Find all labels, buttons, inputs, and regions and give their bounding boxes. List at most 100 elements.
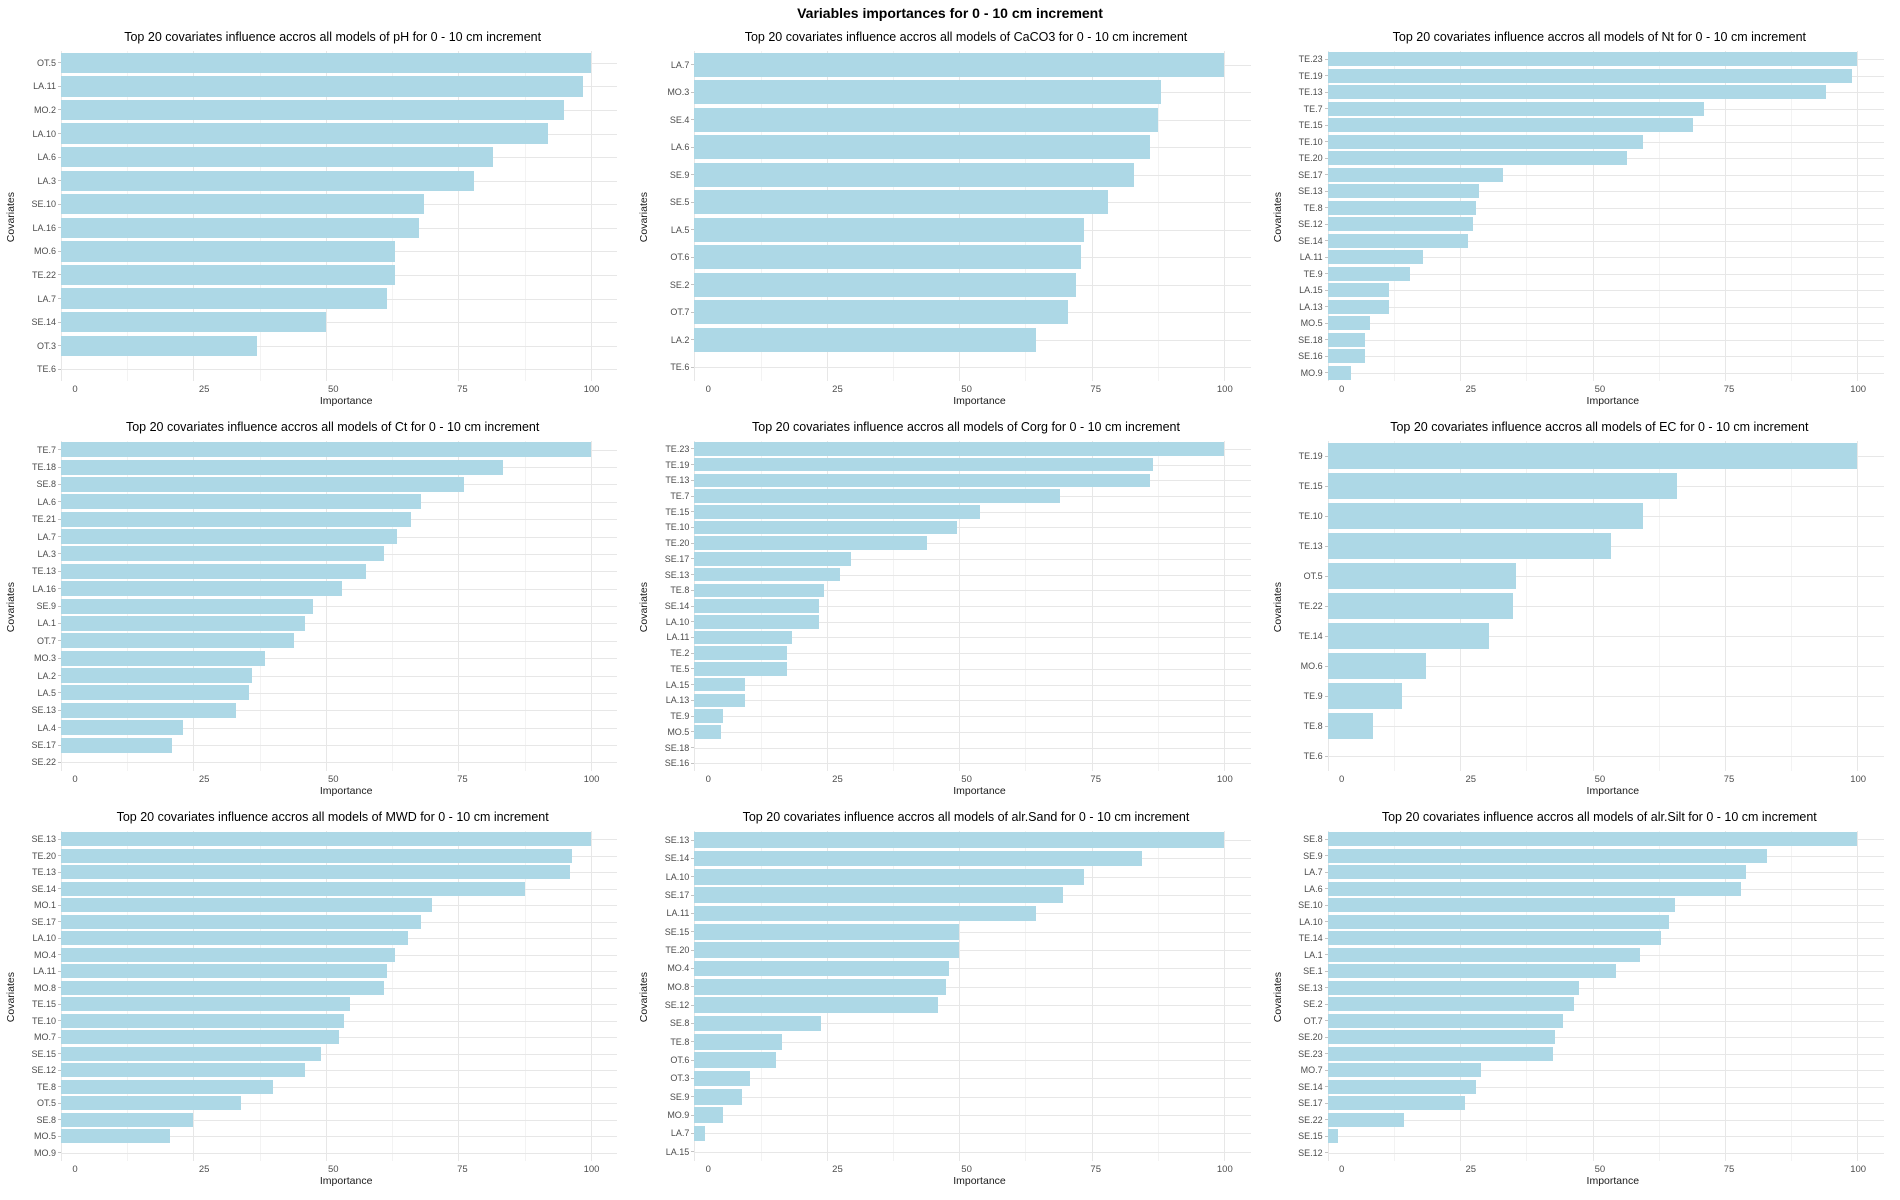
gridline-horizontal: [1327, 240, 1884, 242]
bar-row: [694, 1106, 1251, 1124]
y-axis-tick: [58, 838, 61, 840]
y-axis-label: TE.8: [1285, 711, 1328, 741]
gridline-vertical-major: [959, 441, 961, 771]
y-axis-label-text: LA.2: [37, 670, 56, 681]
gridline-vertical-major: [590, 441, 592, 771]
bar-row: [61, 334, 618, 358]
y-axis-tick: [58, 727, 61, 729]
y-axis-label: MO.1: [18, 897, 61, 914]
bar-row: [61, 1095, 618, 1112]
y-axis-label: SE.16: [651, 755, 695, 771]
y-axis-tick: [58, 970, 61, 972]
bar: [1327, 151, 1627, 166]
bar-row: [1327, 531, 1884, 561]
x-axis: 0 25 50 75 100: [706, 1161, 1250, 1175]
gridline-vertical-major: [1857, 51, 1859, 381]
bar-row: [694, 677, 1251, 693]
gridline-vertical-minor: [392, 441, 394, 771]
chart-alr.Silt: Top 20 covariates influence accros all m…: [1267, 806, 1900, 1196]
bar-row: [1327, 741, 1884, 771]
bar-row: [61, 615, 618, 632]
y-axis-label: TE.10: [18, 1013, 61, 1030]
bar: [61, 1129, 170, 1144]
y-axis-tick: [58, 855, 61, 857]
plot-column: TE.23 TE.19 TE.13 TE.7 TE.15 TE.10 TE.20 SE.17 S…: [1285, 51, 1884, 410]
bar-row: [61, 1079, 618, 1096]
bar: [61, 146, 493, 168]
gridline-horizontal: [1327, 726, 1884, 727]
chart-title: Top 20 covariates influence accros all m…: [124, 30, 542, 44]
y-axis-tick: [58, 675, 61, 677]
plot-area: SE.13 TE.20 TE.13 SE.14 MO.1 SE.17 LA.10 MO.4 LA…: [18, 831, 618, 1161]
y-axis-label-text: LA.11: [1299, 252, 1323, 263]
gridline-horizontal: [61, 1086, 618, 1088]
y-axis-label-text: SE.17: [664, 553, 690, 564]
bar-row: [1327, 591, 1884, 621]
y-axis-label-text: MO.1: [33, 900, 56, 911]
y-axis-label: MO.4: [18, 947, 61, 964]
bar-row: [61, 580, 618, 597]
y-axis-tick: [58, 1102, 61, 1104]
y-axis-tick: [1324, 289, 1328, 291]
gridline-vertical-minor: [392, 51, 394, 381]
gridline-horizontal: [61, 1053, 618, 1055]
gridline-horizontal: [61, 1070, 618, 1072]
gridline-horizontal: [61, 606, 618, 608]
y-axis-tick: [691, 526, 695, 528]
bar: [1327, 473, 1678, 499]
plot-area: TE.7 TE.18 SE.8 LA.6 TE.21 LA.7 LA.3 TE.13 LA.16…: [18, 441, 618, 771]
bar: [694, 520, 957, 535]
y-axis-label: TE.15: [651, 504, 695, 520]
y-axis-label-text: LA.2: [670, 334, 690, 345]
bar: [1327, 118, 1694, 133]
bar-row: [61, 358, 618, 382]
gridline-horizontal: [1327, 1070, 1884, 1072]
gridline-vertical-major: [1224, 831, 1226, 1161]
y-axis-tick: [691, 1041, 695, 1043]
gridline-horizontal: [694, 731, 1251, 733]
y-axis-tick: [58, 1119, 61, 1121]
y-axis-tick: [1324, 75, 1328, 77]
gridline-vertical-minor: [1393, 831, 1395, 1161]
y-axis-label: LA.11: [651, 904, 695, 922]
y-axis-tick: [58, 744, 61, 746]
y-axis-label-text: MO.3: [33, 653, 56, 664]
gridline-horizontal: [1327, 290, 1884, 292]
gridline-horizontal: [1327, 756, 1884, 757]
gridline-horizontal: [61, 692, 618, 694]
bar: [1327, 299, 1389, 314]
bar-row: [694, 868, 1251, 886]
y-axis-label-text: LA.7: [37, 531, 56, 542]
y-axis-label-text: MO.4: [667, 963, 690, 974]
gridline-vertical-minor: [893, 51, 895, 381]
bar-row: [694, 724, 1251, 740]
y-axis-tick: [691, 464, 695, 466]
bar: [61, 980, 385, 995]
bar-row: [694, 457, 1251, 473]
y-axis-tick: [1324, 339, 1328, 341]
y-axis-label: TE.9: [651, 708, 695, 724]
gridline-vertical-minor: [127, 831, 129, 1161]
bar-row: [61, 192, 618, 216]
plot-area: TE.23 TE.19 TE.13 TE.7 TE.15 TE.10 TE.20 SE.17 S…: [651, 441, 1251, 771]
y-axis-tick: [691, 1151, 695, 1153]
x-axis-tick-label: 50: [327, 774, 339, 785]
y-axis-label: SE.12: [1285, 1145, 1328, 1162]
y-axis-label-text: TE.15: [1298, 120, 1323, 131]
bar-row: [694, 598, 1251, 614]
y-axis-label-text: SE.8: [669, 1018, 690, 1029]
bar-row: [694, 189, 1251, 217]
y-axis-tick: [1324, 322, 1328, 324]
gridline-vertical-minor: [392, 831, 394, 1161]
y-axis-label-text: TE.5: [670, 663, 690, 674]
y-axis-label: SE.20: [1285, 1029, 1328, 1046]
bar-row: [61, 145, 618, 169]
y-axis-label: TE.14: [1285, 621, 1328, 651]
plot-panel: [694, 441, 1251, 771]
bar: [1327, 881, 1741, 896]
y-axis-label-text: SE.13: [31, 834, 56, 845]
x-axis-tick-label: 75: [1723, 774, 1735, 785]
y-axis-tick: [58, 518, 61, 520]
chart-title: Top 20 covariates influence accros all m…: [1390, 420, 1809, 434]
bar-row: [694, 1014, 1251, 1032]
